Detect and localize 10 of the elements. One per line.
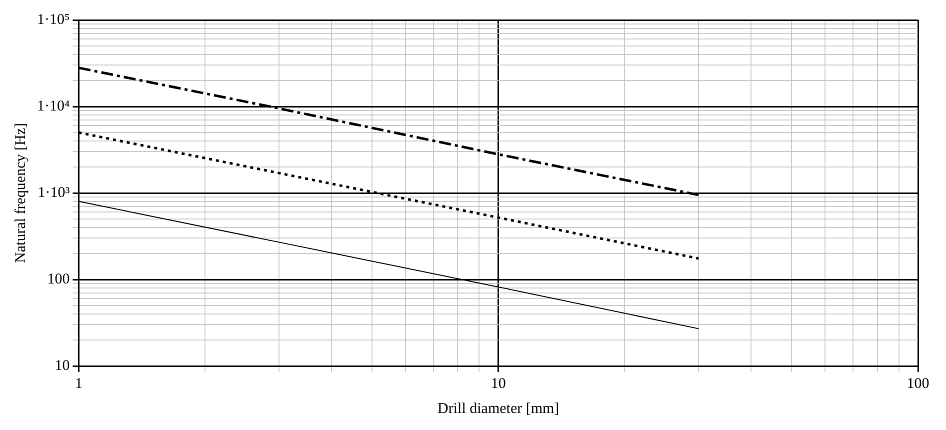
x-tick-label: 100 — [906, 376, 930, 392]
y-tick-label: 1·10⁵ — [36, 12, 70, 28]
x-tick-label: 10 — [490, 376, 506, 392]
y-tick-label: 1·10⁴ — [36, 98, 70, 114]
y-tick-label: 100 — [47, 271, 70, 288]
x-tick-label: 1 — [74, 376, 82, 392]
y-axis-title: Natural frequency [Hz] — [12, 123, 29, 263]
y-tick-label: 10 — [54, 358, 70, 374]
y-tick-label: 1·10³ — [38, 184, 70, 201]
x-axis-title: Drill diameter [mm] — [438, 400, 560, 417]
